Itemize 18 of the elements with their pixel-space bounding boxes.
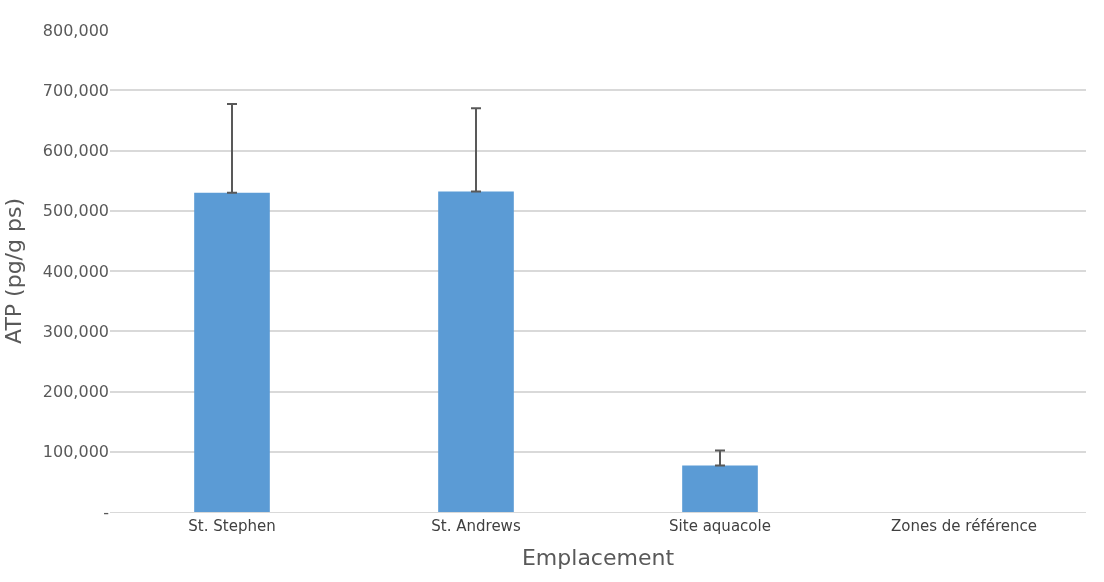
y-tick-label: 200,000 [42,382,109,402]
y-tick-label: 400,000 [42,261,109,281]
x-tick-label: Zones de référence [891,517,1037,535]
x-tick-label: St. Andrews [431,517,521,535]
x-tick-label: Site aquacole [669,517,771,535]
x-axis-title: Emplacement [521,544,675,570]
y-tick-label: 600,000 [42,141,109,161]
y-tick-label: 500,000 [42,201,109,221]
x-tick-label: St. Stephen [188,517,276,535]
y-tick-label: 300,000 [42,321,109,341]
bar [438,191,514,512]
bar [682,465,758,512]
bar [194,192,270,512]
y-tick-label: 800,000 [42,20,109,40]
y-tick-label: 700,000 [42,80,109,100]
y-axis-title: ATP (pg/g ps) [0,198,26,344]
y-tick-label: - [103,502,109,522]
y-tick-label: 100,000 [42,442,109,462]
